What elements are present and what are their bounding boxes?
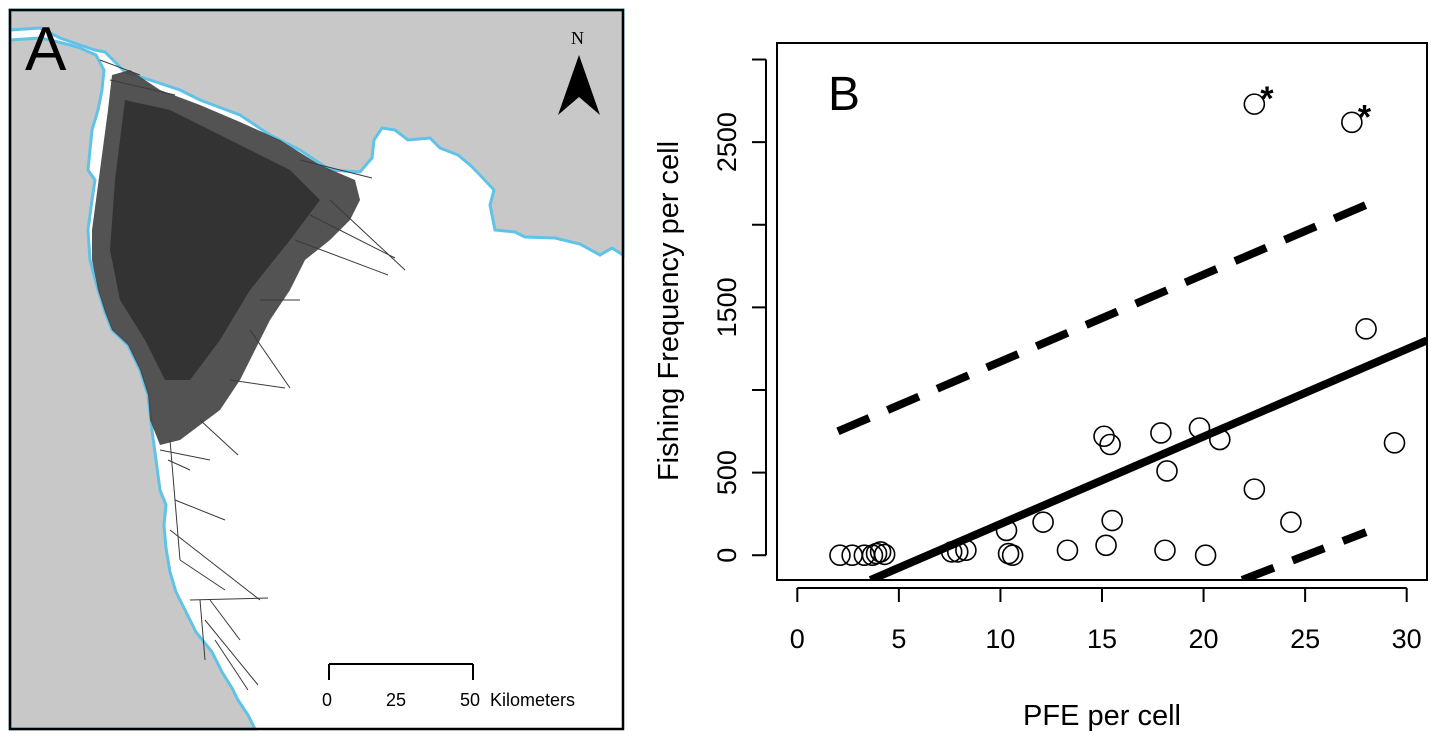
northeast-land xyxy=(8,8,625,258)
x-tick-label: 5 xyxy=(891,624,906,654)
x-tick-label: 15 xyxy=(1087,624,1117,654)
data-point xyxy=(1032,511,1054,533)
north-arrow-icon xyxy=(558,55,600,115)
data-point xyxy=(995,519,1018,542)
plot-frame xyxy=(776,42,1428,581)
fishing-track-core xyxy=(110,100,320,380)
data-point xyxy=(1341,111,1363,134)
data-point xyxy=(955,539,977,562)
scatter-chart: B * * 0 5 10 15 20 25 30 0 500 1500 2500 PFE per c… xyxy=(653,42,1428,732)
north-label: N xyxy=(571,28,584,48)
data-point xyxy=(946,541,969,563)
panel-label-a: A xyxy=(25,15,67,84)
scale-bar xyxy=(328,663,474,680)
data-point xyxy=(1099,433,1121,456)
y-tick-label: 0 xyxy=(712,548,742,563)
map-frame xyxy=(8,8,625,731)
panel-label-b: B xyxy=(828,68,860,121)
data-point xyxy=(1056,539,1079,562)
data-point xyxy=(1101,509,1123,532)
scale-tick-25: 25 xyxy=(386,690,406,710)
data-point xyxy=(829,544,851,567)
scale-unit: Kilometers xyxy=(490,690,575,710)
data-point xyxy=(1355,318,1377,340)
data-point xyxy=(1280,511,1302,533)
x-tick-label: 0 xyxy=(790,624,805,654)
fishing-track-lines xyxy=(99,59,406,691)
scale-tick-50: 50 xyxy=(460,690,480,710)
data-point xyxy=(1154,539,1176,562)
outlier-marker: * xyxy=(1358,98,1372,136)
y-tick-label: 2500 xyxy=(712,112,742,172)
x-axis-label: PFE per cell xyxy=(1023,700,1181,732)
regression-line xyxy=(868,336,1427,580)
data-point xyxy=(841,544,863,567)
x-tick-label: 25 xyxy=(1290,624,1320,654)
map-panel: A N 0 25 50 Kilometers xyxy=(0,0,640,732)
data-point xyxy=(1156,460,1178,482)
x-tick-label: 10 xyxy=(985,624,1015,654)
x-tick-label: 30 xyxy=(1392,624,1422,654)
data-point xyxy=(869,541,892,563)
data-point xyxy=(1383,432,1406,454)
chart-panel: B * * 0 5 10 15 20 25 30 0 500 1500 2500 PFE per c… xyxy=(640,0,1431,732)
scale-tick-0: 0 xyxy=(322,690,332,710)
data-point xyxy=(1095,534,1117,557)
data-point xyxy=(1001,544,1024,567)
data-point xyxy=(1243,478,1266,500)
y-tick-label: 1500 xyxy=(712,277,742,337)
outlier-marker: * xyxy=(1260,80,1274,118)
data-point xyxy=(1150,422,1172,444)
data-point xyxy=(873,543,896,566)
data-point xyxy=(1093,425,1115,448)
fishing-tracks-map: A N 0 25 50 Kilometers xyxy=(8,8,625,731)
data-point xyxy=(1194,544,1217,567)
upper-prediction-line xyxy=(836,201,1368,435)
data-point xyxy=(1209,428,1231,451)
data-point xyxy=(940,541,963,563)
data-point xyxy=(1243,93,1266,115)
y-tick-label: 500 xyxy=(712,450,742,495)
lower-prediction-line xyxy=(1240,528,1368,580)
x-tick-label: 20 xyxy=(1189,624,1219,654)
y-axis-label: Fishing Frequency per cell xyxy=(653,141,685,481)
data-point xyxy=(1188,417,1211,439)
